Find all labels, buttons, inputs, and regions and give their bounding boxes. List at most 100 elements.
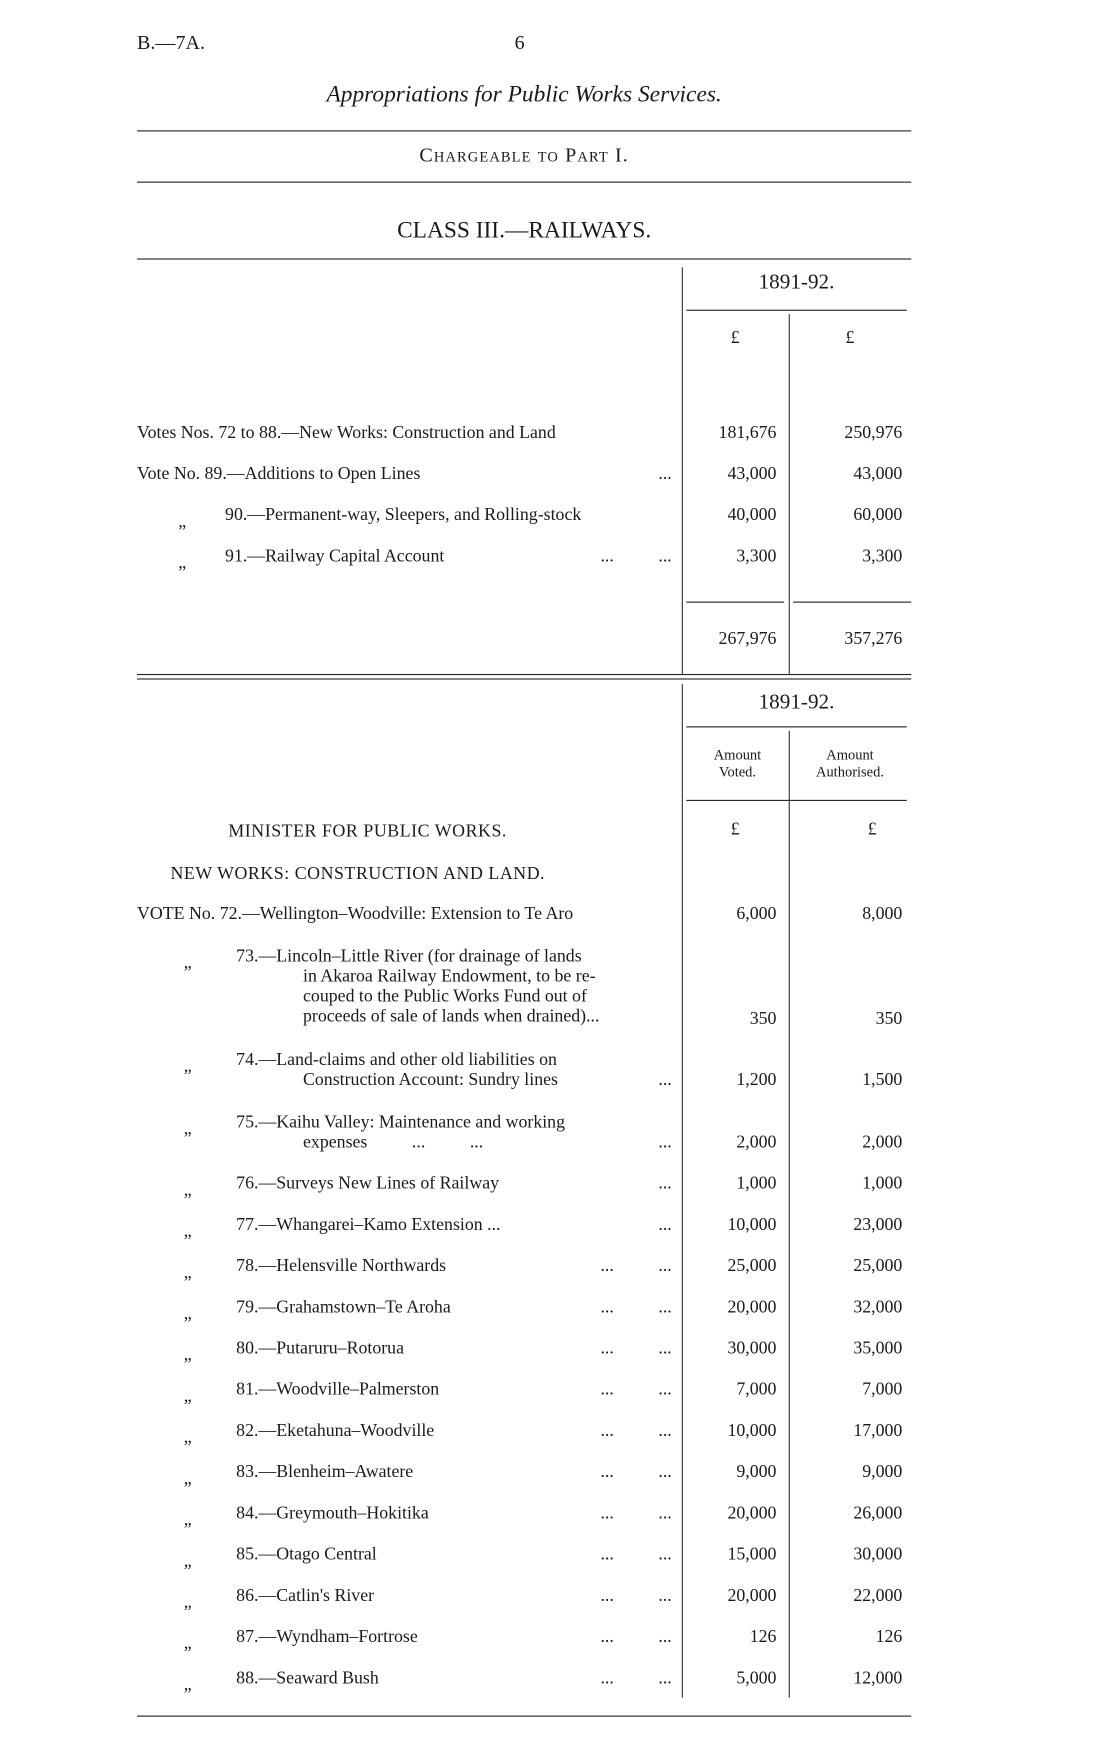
leader-dots: ... bbox=[658, 1215, 672, 1235]
authorised-amount: 17,000 bbox=[853, 1421, 903, 1441]
ditto-mark: „ bbox=[183, 1593, 192, 1612]
voted-amount: 126 bbox=[749, 1627, 777, 1647]
voted-amount: 9,000 bbox=[736, 1462, 777, 1482]
voted-amount: 10,000 bbox=[727, 1421, 777, 1441]
authorised-amount: 7,000 bbox=[862, 1380, 903, 1400]
authorised-amount: 22,000 bbox=[853, 1586, 903, 1606]
authorised-amount: 12,000 bbox=[853, 1668, 903, 1688]
authorised-amount: 26,000 bbox=[853, 1503, 903, 1523]
vote-label: 74.—Land-claims and other old liabilitie… bbox=[236, 1050, 557, 1070]
divider bbox=[686, 309, 907, 311]
column-divider bbox=[788, 730, 790, 1698]
vote-label-continued: Construction Account: Sundry lines bbox=[303, 1070, 558, 1090]
voted-amount: 2,000 bbox=[736, 1132, 777, 1152]
vote-label: 86.—Catlin's River bbox=[236, 1586, 375, 1606]
section-heading: NEW WORKS: CONSTRUCTION AND LAND. bbox=[170, 864, 546, 884]
summary-row-label: Votes Nos. 72 to 88.—New Works: Construc… bbox=[137, 423, 556, 443]
ditto-mark: „ bbox=[183, 1222, 192, 1241]
ditto-mark: „ bbox=[183, 1180, 192, 1200]
authorised-amount: 60,000 bbox=[853, 505, 903, 525]
ditto-mark: „ bbox=[183, 1304, 192, 1324]
page-title: Appropriations for Public Works Services… bbox=[326, 80, 722, 107]
vote-label: 85.—Otago Central bbox=[236, 1545, 377, 1565]
voted-amount: 350 bbox=[749, 1009, 777, 1029]
vote-label-continued: couped to the Public Works Fund out of bbox=[303, 987, 587, 1006]
leader-dots: ... bbox=[658, 1174, 672, 1194]
leader-dots: ... ... bbox=[600, 1297, 672, 1317]
authorised-amount: 350 bbox=[875, 1009, 903, 1029]
class-heading: CLASS III.—RAILWAYS. bbox=[397, 216, 652, 243]
leader-dots: ... ... bbox=[600, 546, 672, 566]
divider bbox=[686, 726, 907, 728]
divider bbox=[686, 601, 785, 603]
authorised-amount: 35,000 bbox=[853, 1339, 903, 1358]
detail-year: 1891-92. bbox=[758, 690, 835, 715]
authorised-amount: 8,000 bbox=[862, 904, 903, 924]
voted-amount: 1,000 bbox=[736, 1174, 777, 1194]
authorised-amount: 9,000 bbox=[862, 1462, 903, 1482]
currency-symbol: £ bbox=[730, 328, 740, 348]
vote-label-continued: proceeds of sale of lands when drained).… bbox=[303, 1007, 600, 1026]
ditto-mark: „ bbox=[183, 1510, 192, 1530]
summary-row-label: 90.—Permanent-way, Sleepers, and Rolling… bbox=[225, 505, 582, 525]
chargeable-heading: Chargeable to Part I. bbox=[419, 143, 629, 166]
ditto-mark: „ bbox=[178, 512, 187, 532]
vote-label: 81.—Woodville–Palmerston bbox=[236, 1380, 440, 1400]
ditto-mark: „ bbox=[183, 1119, 192, 1139]
total-authorised: 357,276 bbox=[844, 629, 903, 649]
leader-dots: ... ... bbox=[600, 1545, 672, 1565]
column-divider bbox=[681, 683, 683, 1698]
divider bbox=[137, 1715, 912, 1717]
voted-amount: 7,000 bbox=[736, 1380, 777, 1400]
ditto-mark: „ bbox=[183, 1386, 192, 1406]
divider bbox=[137, 181, 912, 183]
authorised-amount: 32,000 bbox=[853, 1297, 903, 1317]
authorised-amount: 23,000 bbox=[853, 1215, 903, 1235]
authorised-amount: 3,300 bbox=[862, 546, 903, 566]
voted-amount: 10,000 bbox=[727, 1215, 777, 1235]
currency-symbol: £ bbox=[845, 328, 855, 348]
vote-label: 73.—Lincoln–Little River (for drainage o… bbox=[236, 946, 582, 966]
leader-dots: ... ... bbox=[600, 1462, 672, 1482]
leader-dots: ... ... bbox=[600, 1668, 672, 1688]
voted-amount: 15,000 bbox=[727, 1545, 777, 1565]
double-divider bbox=[137, 673, 912, 676]
page-number: 6 bbox=[514, 31, 525, 54]
total-voted: 267,976 bbox=[718, 629, 777, 649]
voted-amount: 25,000 bbox=[727, 1256, 777, 1276]
leader-dots: ... ... bbox=[600, 1586, 672, 1606]
vote-label: 83.—Blenheim–Awatere bbox=[236, 1462, 414, 1482]
voted-amount: 6,000 bbox=[736, 904, 777, 924]
leader-dots: ... bbox=[658, 1132, 672, 1152]
document-reference: B.—7A. bbox=[137, 31, 205, 54]
vote-label-continued: in Akaroa Railway Endowment, to be re- bbox=[303, 966, 596, 986]
voted-amount: 20,000 bbox=[727, 1503, 777, 1523]
ditto-mark: „ bbox=[183, 1428, 192, 1448]
voted-amount: 20,000 bbox=[727, 1297, 777, 1317]
vote-label: VOTE No. 72.—Wellington–Woodville: Exten… bbox=[137, 904, 574, 924]
voted-amount: 40,000 bbox=[727, 505, 777, 525]
vote-label: 82.—Eketahuna–Woodville bbox=[236, 1421, 435, 1441]
leader-dots: ... bbox=[658, 1070, 672, 1090]
leader-dots: ... ... bbox=[600, 1256, 672, 1276]
ditto-mark: „ bbox=[183, 1675, 192, 1695]
leader-dots: ... ... bbox=[600, 1380, 672, 1400]
vote-label: 75.—Kaihu Valley: Maintenance and workin… bbox=[236, 1112, 566, 1132]
authorised-amount: 126 bbox=[875, 1627, 903, 1647]
divider bbox=[686, 799, 907, 801]
column-header-amount-authorised: Amount Authorised. bbox=[815, 746, 884, 780]
vote-label: 77.—Whangarei–Kamo Extension ... bbox=[236, 1215, 501, 1235]
leader-dots: ... ... bbox=[600, 1503, 672, 1523]
authorised-amount: 43,000 bbox=[853, 464, 903, 484]
summary-row-label: Vote No. 89.—Additions to Open Lines bbox=[137, 464, 421, 484]
currency-symbol: £ bbox=[730, 819, 740, 839]
authorised-amount: 250,976 bbox=[844, 423, 903, 443]
authorised-amount: 1,500 bbox=[862, 1070, 903, 1090]
voted-amount: 43,000 bbox=[727, 464, 777, 484]
voted-amount: 3,300 bbox=[736, 546, 777, 566]
vote-label-continued: expenses ... ... bbox=[303, 1132, 484, 1152]
vote-label: 88.—Seaward Bush bbox=[236, 1668, 379, 1688]
vote-label: 80.—Putaruru–Rotorua bbox=[236, 1339, 404, 1358]
ditto-mark: „ bbox=[183, 1469, 192, 1489]
